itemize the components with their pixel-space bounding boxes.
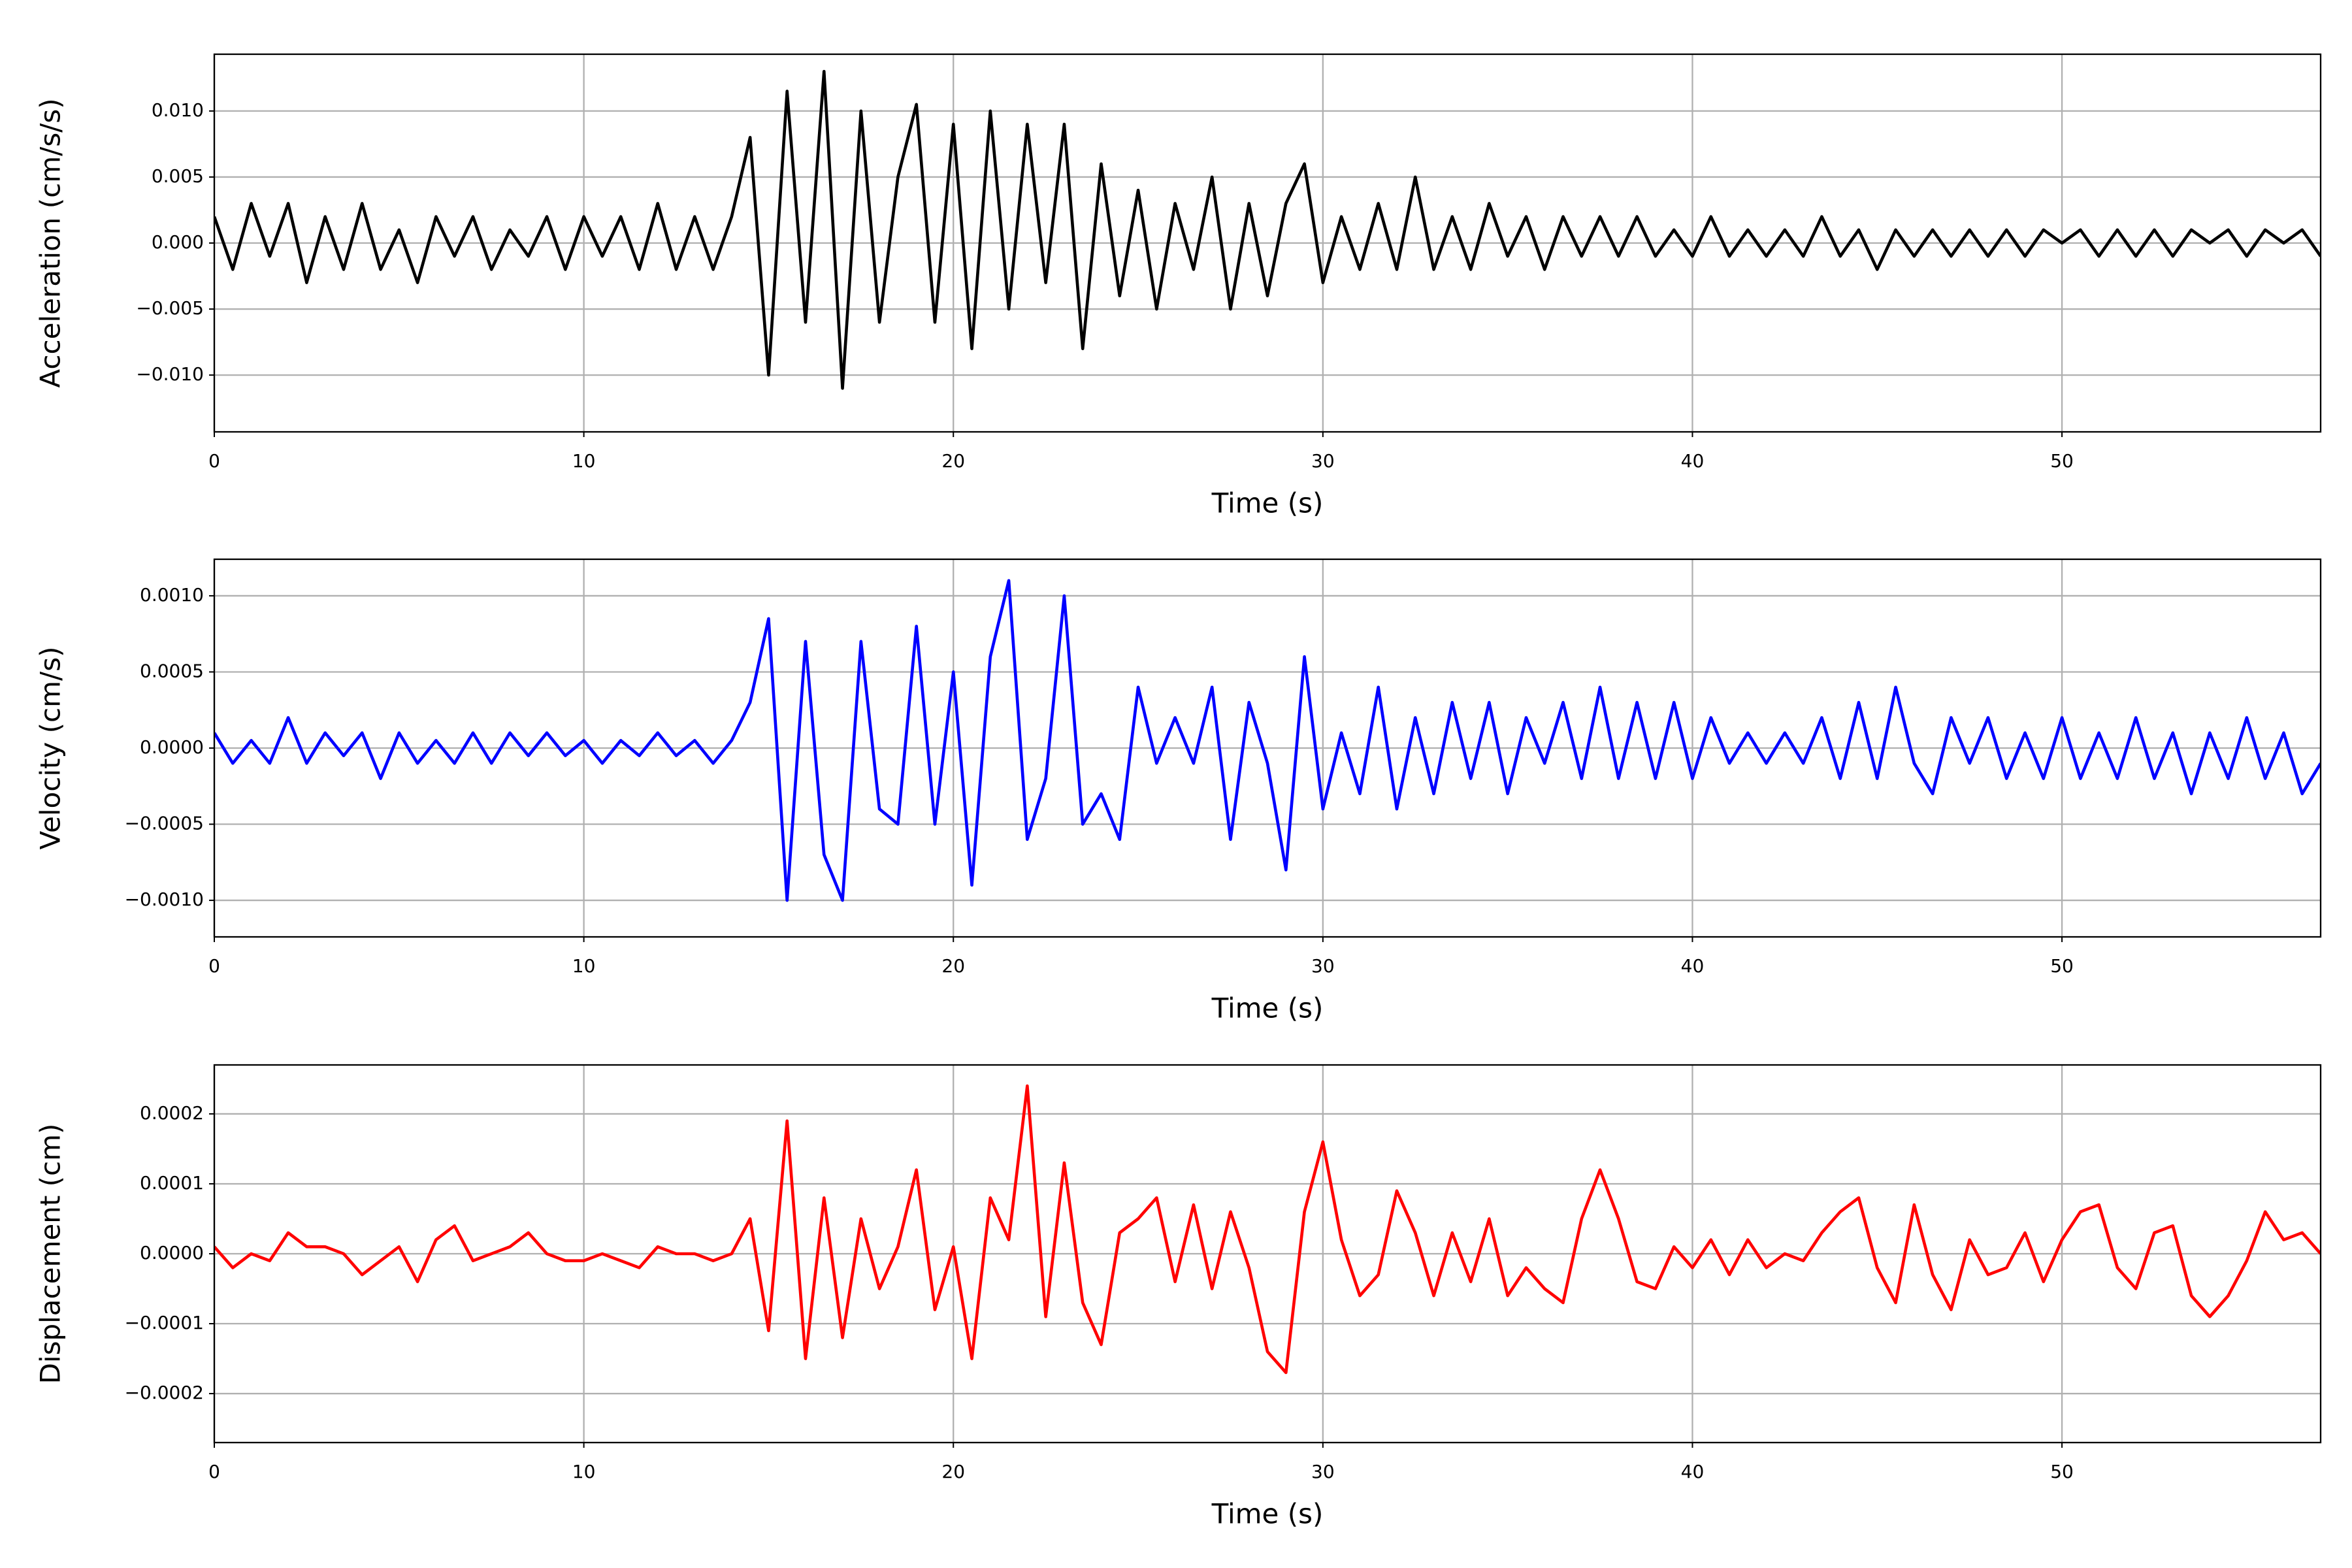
y-tick-label: −0.0002	[125, 1382, 204, 1403]
y-axis-label: Displacement (cm)	[35, 1124, 67, 1384]
y-tick-label: −0.0001	[125, 1312, 204, 1333]
signal-line	[214, 579, 2321, 902]
y-tick-label: −0.005	[136, 297, 204, 319]
x-axis-label: Time (s)	[1211, 1498, 1324, 1530]
x-tick-label: 50	[2050, 955, 2074, 977]
x-tick-label: 0	[208, 955, 220, 977]
axes-frame	[213, 53, 2322, 433]
y-tick-label: −0.0010	[125, 889, 204, 910]
y-tick-label: 0.010	[152, 99, 204, 121]
x-tick-label: 40	[1681, 955, 1705, 977]
y-axis-label: Velocity (cm/s)	[35, 647, 67, 850]
panel: 0 10 20 30 40 50 −0.0002 −0.0001 0.0000 0.0001 0.0…	[35, 1064, 2322, 1530]
y-tick-label: 0.0005	[140, 660, 204, 681]
y-tick-label: −0.010	[136, 363, 204, 385]
y-tick-label: 0.0001	[140, 1172, 204, 1194]
y-tick-label: 0.0000	[140, 736, 204, 758]
x-tick-label: 40	[1681, 450, 1705, 472]
y-tick-label: 0.0000	[140, 1242, 204, 1264]
x-axis-label: Time (s)	[1211, 992, 1324, 1024]
x-tick-label: 30	[1311, 450, 1335, 472]
x-tick-label: 20	[941, 450, 965, 472]
x-tick-label: 50	[2050, 1461, 2074, 1482]
y-tick-label: 0.000	[152, 231, 204, 253]
x-tick-label: 10	[572, 1461, 596, 1482]
x-axis-label: Time (s)	[1211, 487, 1324, 519]
axes-frame	[213, 1064, 2322, 1444]
y-tick-label: −0.0005	[125, 813, 204, 834]
x-tick-label: 30	[1311, 1461, 1335, 1482]
x-tick-label: 10	[572, 955, 596, 977]
x-tick-label: 30	[1311, 955, 1335, 977]
panel: 0 10 20 30 40 50 −0.0010 −0.0005 0.0000 0.0005 0.0…	[35, 558, 2322, 1024]
x-tick-label: 0	[208, 450, 220, 472]
y-tick-label: 0.005	[152, 165, 204, 187]
y-axis-label: Acceleration (cm/s/s)	[35, 98, 67, 387]
x-tick-label: 50	[2050, 450, 2074, 472]
x-tick-label: 20	[941, 1461, 965, 1482]
y-tick-label: 0.0010	[140, 584, 204, 606]
y-tick-label: 0.0002	[140, 1102, 204, 1124]
x-tick-label: 40	[1681, 1461, 1705, 1482]
signal-line	[214, 69, 2321, 390]
axes-frame	[213, 558, 2322, 938]
signal-line	[214, 1084, 2321, 1375]
x-tick-label: 0	[208, 1461, 220, 1482]
x-tick-label: 20	[941, 955, 965, 977]
x-tick-label: 10	[572, 450, 596, 472]
panel: 0 10 20 30 40 50 −0.010 −0.005 0.000 0.005 0.010 Ti…	[35, 53, 2322, 519]
